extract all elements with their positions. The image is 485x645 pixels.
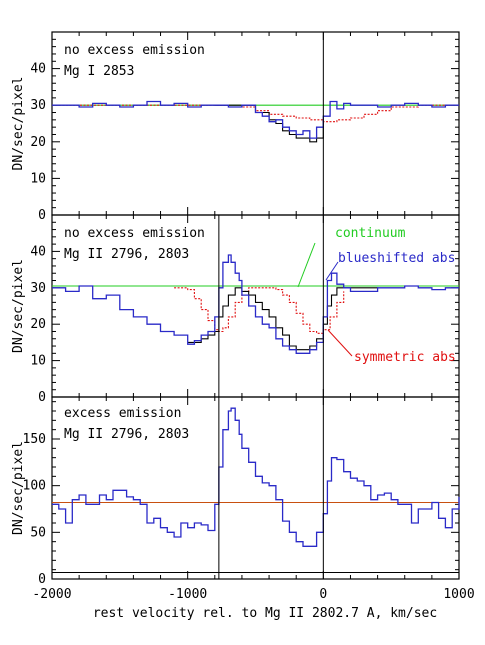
- y-tick-label: 0: [38, 208, 46, 223]
- series-data: [52, 407, 460, 547]
- panel-1-annotation-line2: Mg I 2853: [64, 64, 134, 79]
- y-tick-label: 10: [30, 171, 46, 186]
- pointer-blueshifted: [325, 261, 339, 281]
- y-tick-label: 150: [23, 432, 46, 447]
- panels: 0 10 20 30 40 DN/sec/pixel 0 10 20 30 40 DN/sec/pix…: [11, 31, 475, 602]
- pointer-symmetric: [327, 329, 353, 357]
- panel-2-annotation-line1: no excess emission: [64, 226, 205, 241]
- series-data: [52, 100, 459, 139]
- x-tick-label: 1000: [443, 587, 474, 602]
- y-tick-label: 100: [23, 479, 46, 494]
- x-tick-label: -2000: [32, 587, 71, 602]
- y-tick-label: 20: [30, 135, 46, 150]
- panel-3-frame: [51, 396, 460, 580]
- pointer-continuum: [297, 242, 316, 288]
- y-tick-label: 40: [30, 62, 46, 77]
- series-data: [52, 254, 459, 354]
- x-tick-label: 0: [319, 587, 327, 602]
- panel-3-annotation-line1: excess emission: [64, 406, 181, 421]
- y-tick-label: 0: [38, 390, 46, 405]
- y-tick-label: 50: [30, 525, 46, 540]
- y-axis-label: DN/sec/pixel: [11, 441, 26, 535]
- panel-1-annotation-line1: no excess emission: [64, 43, 205, 58]
- label-continuum: continuum: [335, 226, 406, 241]
- x-tick-label: -1000: [168, 587, 207, 602]
- y-tick-label: 30: [30, 98, 46, 113]
- panel-2-annotation-line2: Mg II 2796, 2803: [64, 247, 189, 262]
- y-tick-label: 0: [38, 572, 46, 587]
- panel-1: 0 10 20 30 40 DN/sec/pixel: [11, 31, 460, 223]
- label-blueshifted: blueshifted abs: [338, 251, 455, 266]
- series-symmetric: [174, 287, 345, 334]
- y-axis-label: DN/sec/pixel: [11, 259, 26, 353]
- y-tick-label: 10: [30, 354, 46, 369]
- y-tick-label: 20: [30, 317, 46, 332]
- y-tick-label: 30: [30, 281, 46, 296]
- x-axis-label: rest velocity rel. to Mg II 2802.7 A, km…: [93, 606, 437, 621]
- y-tick-label: 40: [30, 244, 46, 259]
- panel-2: 0 10 20 30 40 DN/sec/pixel: [11, 214, 460, 405]
- y-axis-label: DN/sec/pixel: [11, 77, 26, 171]
- label-symmetric: symmetric abs: [354, 350, 456, 365]
- panel-1-frame: [51, 31, 460, 216]
- series-model: [214, 104, 324, 143]
- panel-3-annotation-line2: Mg II 2796, 2803: [64, 427, 189, 442]
